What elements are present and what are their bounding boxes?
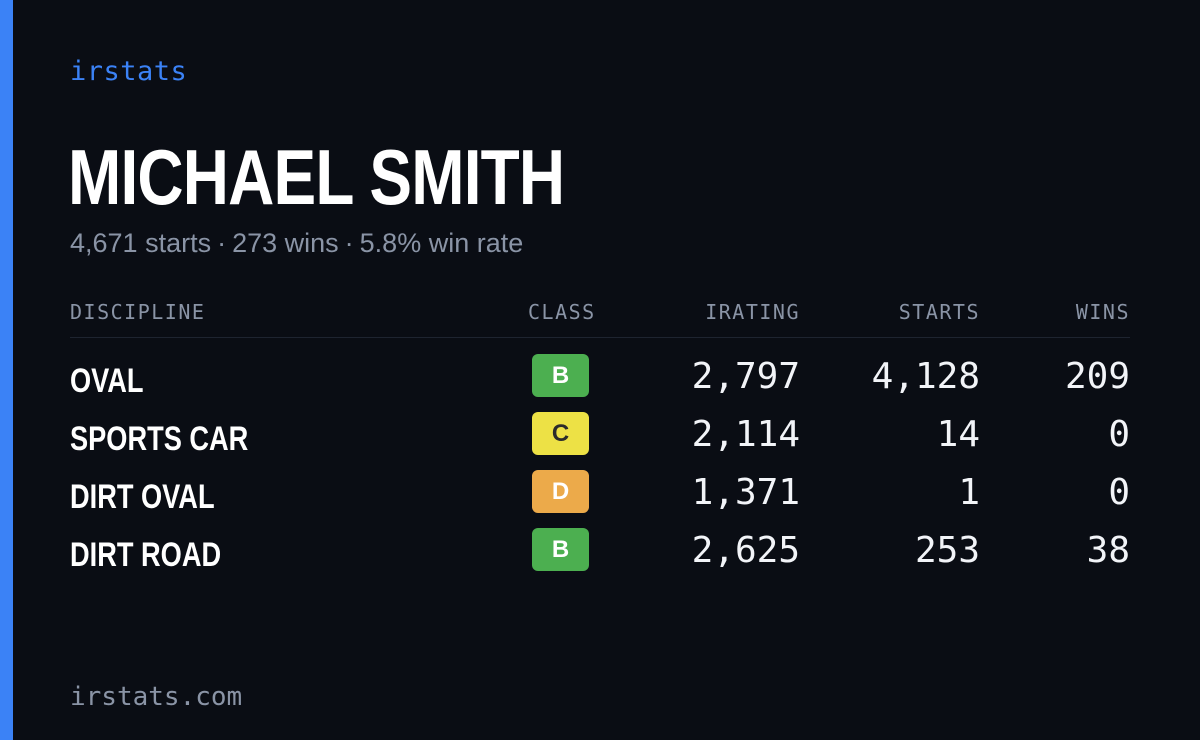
discipline-name: OVAL: [70, 362, 144, 400]
header-irating: IRATING: [705, 300, 800, 324]
class-badge: C: [532, 412, 589, 455]
total-wins: 273 wins: [232, 228, 339, 258]
separator: ·: [344, 228, 354, 258]
starts-value: 1: [958, 472, 980, 513]
driver-summary: 4,671 starts · 273 wins · 5.8% win rate: [70, 228, 523, 259]
class-badge: D: [532, 470, 589, 513]
accent-bar: [0, 0, 13, 740]
driver-name: MICHAEL SMITH: [68, 133, 565, 221]
table-row: OVAL B 2,797 4,128 209: [70, 354, 1130, 412]
total-starts: 4,671 starts: [70, 228, 212, 258]
class-badge: B: [532, 354, 589, 397]
header-wins: WINS: [1075, 300, 1130, 324]
brand-logo[interactable]: irstats: [70, 56, 188, 87]
footer-url[interactable]: irstats.com: [70, 682, 243, 712]
irating-value: 1,371: [691, 472, 800, 513]
wins-value: 209: [1064, 356, 1130, 397]
wins-value: 0: [1108, 472, 1130, 513]
irating-value: 2,114: [691, 414, 800, 455]
starts-value: 14: [936, 414, 980, 455]
separator: ·: [217, 228, 227, 258]
header-starts: STARTS: [898, 300, 980, 324]
irating-value: 2,797: [691, 356, 800, 397]
wins-value: 38: [1086, 530, 1130, 571]
table-row: DIRT OVAL D 1,371 1 0: [70, 470, 1130, 528]
stats-table: DISCIPLINE CLASS IRATING STARTS WINS: [70, 296, 1130, 338]
header-discipline: DISCIPLINE: [70, 300, 206, 324]
discipline-name: DIRT OVAL: [70, 478, 215, 516]
wins-value: 0: [1108, 414, 1130, 455]
irating-value: 2,625: [691, 530, 800, 571]
starts-value: 253: [914, 530, 980, 571]
starts-value: 4,128: [871, 356, 980, 397]
class-badge: B: [532, 528, 589, 571]
table-header: DISCIPLINE CLASS IRATING STARTS WINS: [70, 296, 1130, 338]
table-row: DIRT ROAD B 2,625 253 38: [70, 528, 1130, 586]
win-rate: 5.8% win rate: [359, 228, 524, 258]
table-row: SPORTS CAR C 2,114 14 0: [70, 412, 1130, 470]
table-body: OVAL B 2,797 4,128 209 SPORTS CAR C 2,11…: [70, 354, 1130, 586]
discipline-name: DIRT ROAD: [70, 536, 222, 574]
discipline-name: SPORTS CAR: [70, 420, 249, 458]
header-class: CLASS: [528, 300, 596, 324]
